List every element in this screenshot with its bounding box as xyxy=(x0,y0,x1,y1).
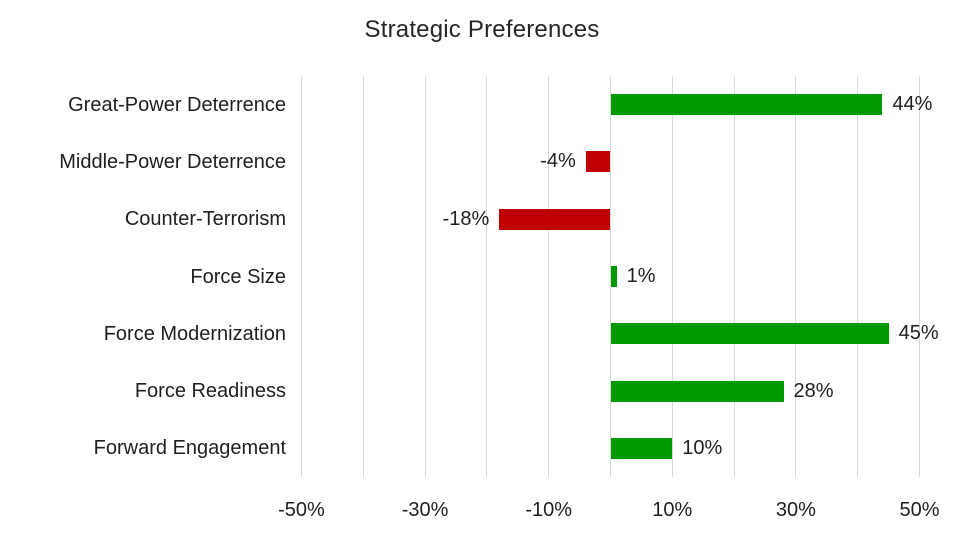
gridline xyxy=(301,76,302,477)
category-label: Force Readiness xyxy=(134,380,286,403)
gridline xyxy=(362,76,364,477)
bar-value-label: 1% xyxy=(626,265,656,287)
x-tick-label: 10% xyxy=(652,499,693,521)
bar xyxy=(610,323,889,345)
bar xyxy=(610,94,883,116)
x-tick-label: -10% xyxy=(525,499,573,521)
gridline xyxy=(548,76,550,477)
gridline xyxy=(919,76,920,477)
bar-value-label: 10% xyxy=(682,436,723,459)
bar xyxy=(610,266,617,287)
x-tick-label: -50% xyxy=(278,499,325,521)
x-tick-label: 30% xyxy=(775,499,816,521)
gridline xyxy=(486,76,488,477)
gridline xyxy=(795,76,797,477)
chart-title: Strategic Preferences xyxy=(364,16,600,43)
bar-value-label: -18% xyxy=(442,207,490,230)
category-label: Force Size xyxy=(190,265,286,288)
gridline xyxy=(857,76,859,477)
category-label: Middle-Power Deterrence xyxy=(59,150,286,173)
bar-value-label: 45% xyxy=(898,322,939,345)
gridline xyxy=(424,76,426,477)
bar-value-label: -4% xyxy=(540,150,576,173)
category-label: Forward Engagement xyxy=(93,437,286,460)
bar xyxy=(499,208,611,230)
category-label: Great-Power Deterrence xyxy=(68,93,286,116)
x-tick-label: -30% xyxy=(401,499,449,521)
bar-value-label: 28% xyxy=(793,379,834,402)
bar xyxy=(610,380,784,402)
bar xyxy=(610,437,673,459)
gridline xyxy=(733,76,735,477)
category-label: Counter-Terrorism xyxy=(124,208,286,231)
bar xyxy=(585,151,611,173)
bar-value-label: 44% xyxy=(892,93,933,116)
x-tick-label: 50% xyxy=(899,499,940,521)
gridline xyxy=(671,76,673,477)
category-label: Force Modernization xyxy=(103,322,286,345)
